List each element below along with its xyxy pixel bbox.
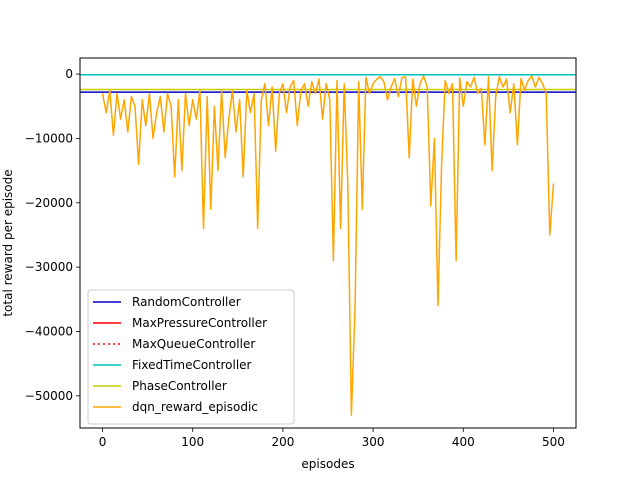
- y-tick-label: −10000: [25, 131, 73, 145]
- legend-label: RandomController: [132, 295, 241, 309]
- legend-label: FixedTimeController: [132, 358, 252, 372]
- x-tick-label: 500: [542, 435, 565, 449]
- y-tick-label: −30000: [25, 260, 73, 274]
- plot-frame: [79, 57, 577, 429]
- y-tick-label: −40000: [25, 324, 73, 338]
- x-tick-label: 200: [271, 435, 294, 449]
- legend-label: PhaseController: [132, 379, 227, 393]
- y-tick-label: 0: [65, 67, 73, 81]
- legend-box: [87, 289, 295, 425]
- x-tick-label: 400: [452, 435, 475, 449]
- x-axis: 0 100 200 300 400 500: [99, 428, 565, 449]
- x-tick-label: 0: [99, 435, 107, 449]
- series-line-5: [101, 75, 555, 416]
- x-axis-label: episodes: [301, 457, 354, 471]
- x-tick-label: 100: [181, 435, 204, 449]
- legend-label: dqn_reward_episodic: [132, 400, 258, 414]
- legend-label: MaxQueueController: [132, 337, 255, 351]
- x-tick-label: 300: [362, 435, 385, 449]
- legend: RandomController MaxPressureController Max…: [87, 289, 295, 425]
- y-tick-label: −50000: [25, 389, 73, 403]
- y-axis-label: total reward per episode: [1, 169, 15, 316]
- legend-label: MaxPressureController: [132, 316, 267, 330]
- y-axis: 0 −10000 −20000 −30000 −40000 −50000: [25, 67, 80, 403]
- y-tick-label: −20000: [25, 196, 73, 210]
- series-lines: [101, 75, 555, 416]
